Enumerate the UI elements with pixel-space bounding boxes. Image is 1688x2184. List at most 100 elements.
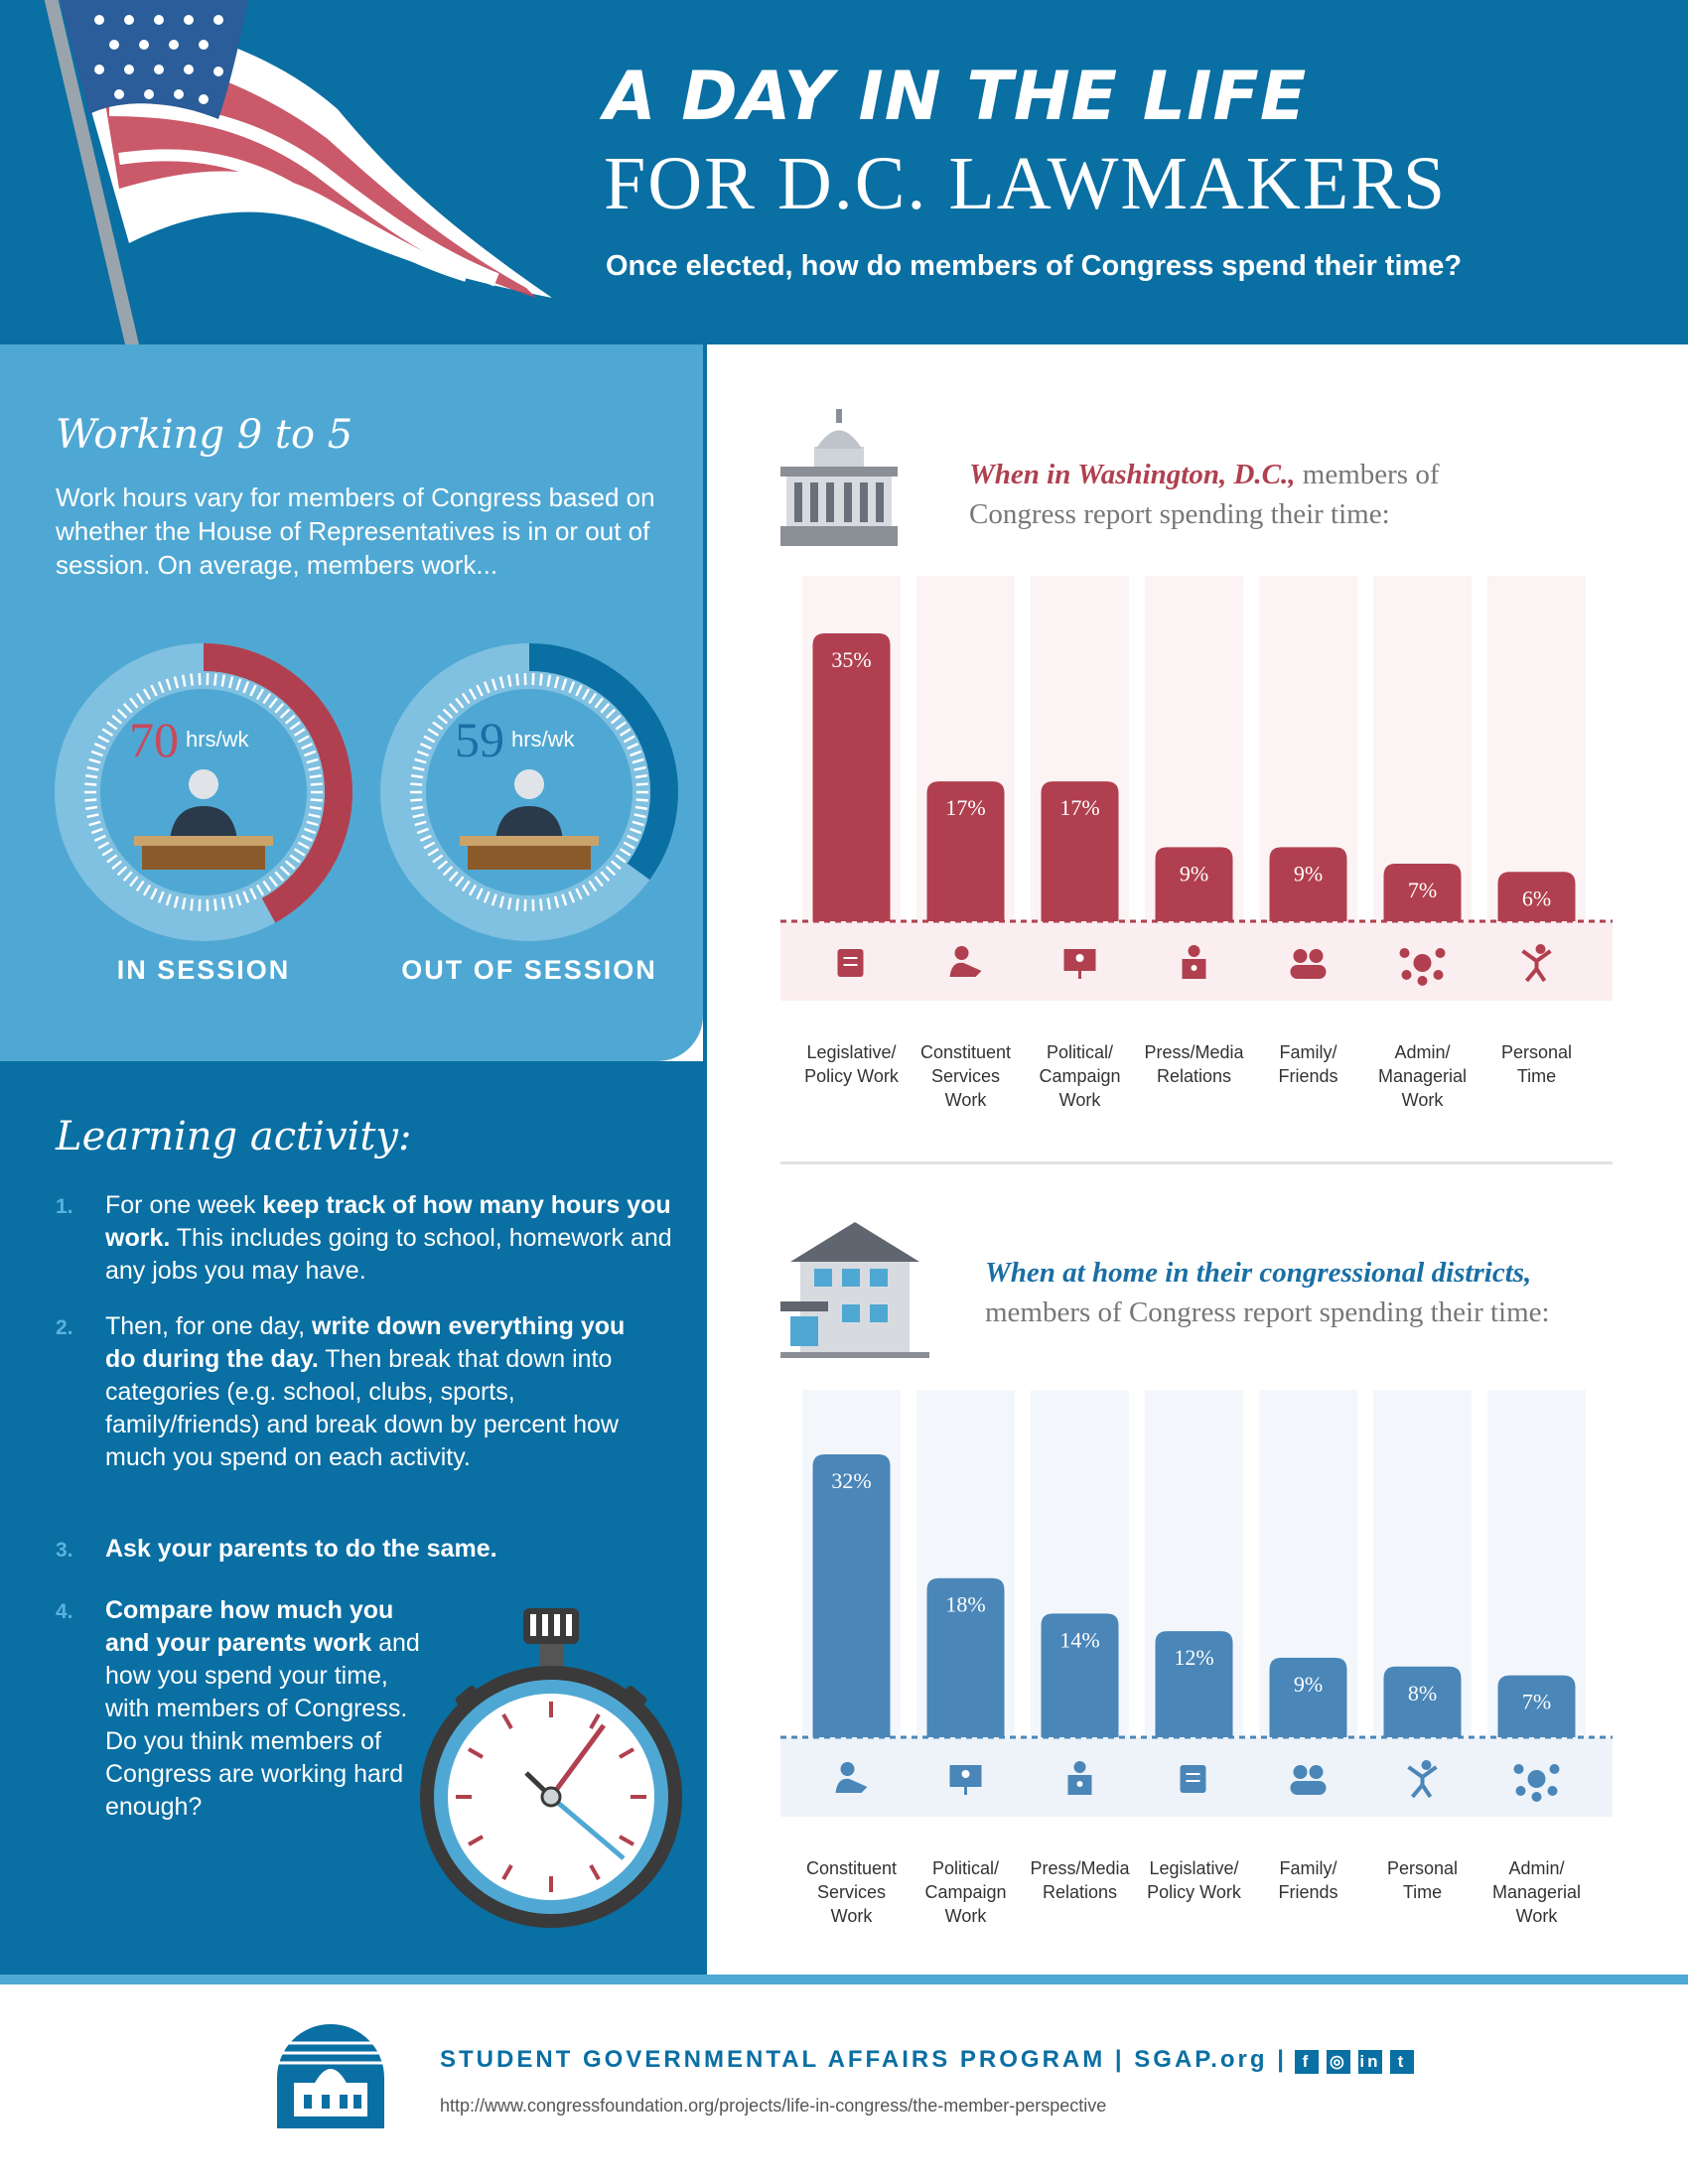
gauge-tick bbox=[461, 880, 471, 892]
gauge-tick bbox=[173, 895, 180, 908]
gauge-progress-arc bbox=[203, 643, 352, 923]
step-number: 3. bbox=[56, 1539, 73, 1562]
gauge-tick bbox=[213, 898, 217, 911]
gauge-tick bbox=[634, 774, 648, 779]
congressman-icon bbox=[134, 769, 273, 870]
gauge-tick bbox=[181, 897, 187, 910]
category-label: Political/ bbox=[932, 1858, 999, 1878]
gauge-tick bbox=[309, 774, 323, 779]
category-label: Personal bbox=[1387, 1858, 1458, 1878]
chart-1-intro: When in Washington, D.C., members of Cong… bbox=[969, 459, 1440, 530]
gauge-tick bbox=[97, 735, 110, 744]
gauge-tick bbox=[633, 765, 646, 771]
bar-value-label: 8% bbox=[1408, 1681, 1437, 1706]
gauge-tick bbox=[410, 798, 423, 802]
gauge-tick bbox=[101, 728, 114, 737]
gauge-tick bbox=[539, 673, 543, 686]
bar bbox=[1497, 872, 1576, 921]
sgap-logo-icon bbox=[277, 2024, 384, 2128]
gauge-tick bbox=[575, 887, 583, 900]
category-label: Friends bbox=[1278, 1882, 1337, 1902]
gauge-tick bbox=[416, 750, 429, 757]
gauge-tick bbox=[410, 774, 424, 779]
bar-value-label: 14% bbox=[1059, 1627, 1099, 1652]
gauge-progress-arc bbox=[528, 643, 678, 881]
gauge-tick bbox=[227, 895, 234, 908]
gauge-tick bbox=[135, 692, 145, 705]
bar-value-label: 6% bbox=[1522, 886, 1551, 910]
gauge-tick bbox=[476, 684, 484, 697]
gauge-tick bbox=[615, 721, 627, 731]
panel-divider bbox=[703, 344, 707, 1975]
bar bbox=[926, 1577, 1005, 1737]
flag-icon bbox=[60, 0, 552, 298]
bar bbox=[926, 781, 1005, 921]
gauge-tick bbox=[106, 854, 118, 864]
category-label: Press/Media bbox=[1030, 1858, 1130, 1878]
gauge-tick bbox=[600, 702, 611, 714]
bar bbox=[1155, 1631, 1233, 1737]
step-text: For one week keep track of how many hour… bbox=[105, 1191, 672, 1285]
gauge-tick bbox=[306, 757, 319, 764]
handshake-icon bbox=[835, 1762, 868, 1793]
category-label: Work bbox=[1516, 1906, 1559, 1926]
gauge-tick bbox=[610, 714, 622, 725]
gauge-tick bbox=[84, 805, 98, 810]
bar-value-label: 17% bbox=[945, 795, 985, 820]
gauge-tick bbox=[308, 813, 321, 819]
gauge-tick bbox=[605, 866, 617, 877]
gauge-tick bbox=[539, 898, 543, 911]
facebook-icon[interactable]: f bbox=[1294, 2050, 1319, 2074]
category-label: Services bbox=[817, 1882, 886, 1902]
gauge-tick bbox=[150, 684, 158, 697]
gauge-tick bbox=[289, 721, 301, 731]
gauge-tick bbox=[116, 708, 128, 719]
gauge-tick bbox=[297, 841, 310, 850]
step-number: 2. bbox=[56, 1316, 73, 1339]
gauge-tick bbox=[309, 805, 323, 810]
category-label: Policy Work bbox=[804, 1066, 900, 1086]
gauge-tick bbox=[630, 827, 642, 835]
gauge-tick bbox=[581, 884, 591, 896]
gauge-1: 59 hrs/wk bbox=[380, 643, 678, 941]
gauge-tick bbox=[268, 697, 278, 709]
gauge-tick bbox=[610, 860, 622, 871]
category-label: Admin/ bbox=[1394, 1042, 1450, 1062]
gauge-tick bbox=[568, 681, 576, 694]
podium-icon bbox=[1182, 945, 1206, 979]
category-label: Work bbox=[831, 1906, 874, 1926]
gauge-tick bbox=[635, 782, 648, 786]
category-label: Campaign bbox=[1039, 1066, 1120, 1086]
gauge-tick bbox=[268, 876, 278, 887]
gauge-tick bbox=[242, 890, 250, 903]
bar bbox=[812, 1454, 891, 1737]
bar bbox=[1383, 1666, 1462, 1737]
instagram-icon[interactable]: ◎ bbox=[1326, 2050, 1350, 2074]
gauge-tick bbox=[423, 841, 436, 850]
twitter-icon[interactable]: t bbox=[1389, 2050, 1414, 2074]
gauge-tick bbox=[515, 898, 519, 911]
footer-source-link[interactable]: http://www.congressfoundation.org/projec… bbox=[440, 2096, 1107, 2116]
gauge-tick bbox=[301, 834, 314, 842]
category-label: Time bbox=[1403, 1882, 1442, 1902]
page-title-second-line: FOR D.C. LAWMAKERS bbox=[604, 142, 1448, 225]
category-label: Family/ bbox=[1280, 1858, 1337, 1878]
bar-value-label: 9% bbox=[1294, 1672, 1323, 1697]
gauge-tick bbox=[86, 813, 99, 819]
gauge-tick bbox=[588, 692, 598, 705]
category-label: Political/ bbox=[1047, 1042, 1113, 1062]
gauge-tick bbox=[255, 884, 265, 896]
linkedin-icon[interactable]: in bbox=[1357, 2050, 1382, 2074]
bar bbox=[1383, 864, 1462, 921]
gauge-label-out-of-session: OUT OF SESSION bbox=[401, 955, 657, 985]
chart-divider bbox=[780, 1161, 1613, 1164]
gauge-tick bbox=[432, 854, 444, 864]
gauge-tick bbox=[412, 765, 425, 771]
gauge-tick bbox=[468, 688, 478, 701]
gauge-tick bbox=[142, 884, 152, 896]
gauge-tick bbox=[427, 728, 440, 737]
gauge-tick bbox=[630, 750, 642, 757]
gauge-tick bbox=[97, 841, 110, 850]
gauge-tick bbox=[410, 782, 423, 786]
gauge-tick bbox=[310, 782, 323, 786]
